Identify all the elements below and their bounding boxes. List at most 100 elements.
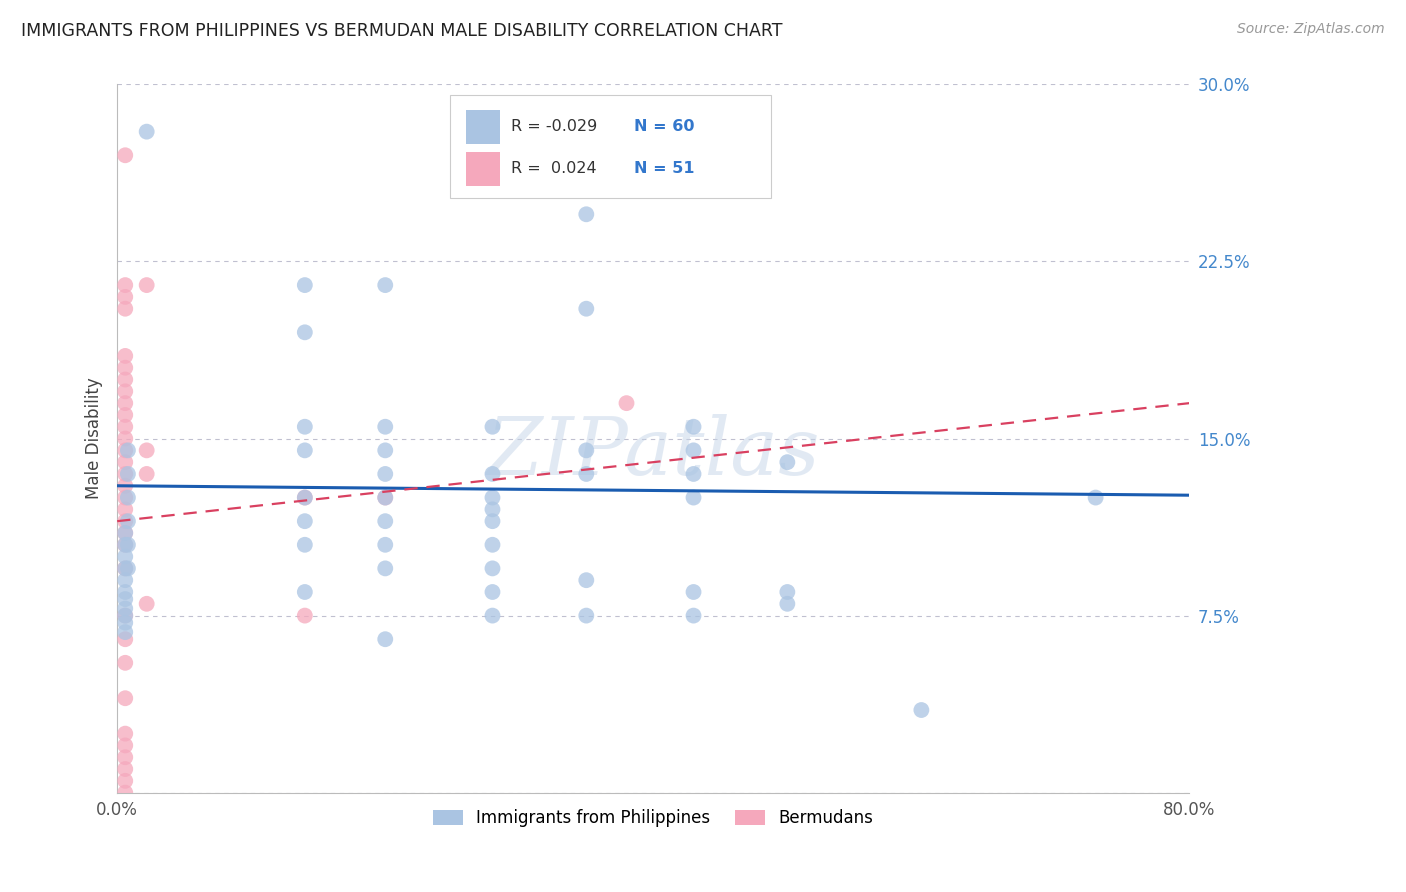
Point xyxy=(682,608,704,623)
Point xyxy=(575,207,598,221)
Point xyxy=(114,615,136,630)
Point xyxy=(114,502,136,516)
Point xyxy=(294,491,316,505)
Point xyxy=(117,491,139,505)
Text: ZIPatlas: ZIPatlas xyxy=(486,414,820,491)
Point xyxy=(117,538,139,552)
Point xyxy=(135,125,157,139)
Text: R =  0.024: R = 0.024 xyxy=(510,161,596,177)
Point xyxy=(114,349,136,363)
Point xyxy=(114,585,136,599)
Point xyxy=(374,491,396,505)
Point xyxy=(114,455,136,469)
Point xyxy=(374,443,396,458)
Point xyxy=(114,372,136,386)
Point xyxy=(117,443,139,458)
Point xyxy=(481,608,503,623)
Point xyxy=(682,585,704,599)
Point xyxy=(575,467,598,481)
Point xyxy=(114,608,136,623)
Point xyxy=(114,432,136,446)
Point xyxy=(481,491,503,505)
Point xyxy=(117,561,139,575)
Point xyxy=(114,773,136,788)
Point xyxy=(114,148,136,162)
Point xyxy=(374,632,396,647)
FancyBboxPatch shape xyxy=(450,95,772,198)
Point xyxy=(114,592,136,607)
Point xyxy=(114,786,136,800)
Point xyxy=(114,632,136,647)
Legend: Immigrants from Philippines, Bermudans: Immigrants from Philippines, Bermudans xyxy=(426,803,880,834)
Point xyxy=(114,360,136,375)
Point xyxy=(135,597,157,611)
Text: N = 51: N = 51 xyxy=(634,161,695,177)
Point xyxy=(481,419,503,434)
Point xyxy=(294,608,316,623)
Text: IMMIGRANTS FROM PHILIPPINES VS BERMUDAN MALE DISABILITY CORRELATION CHART: IMMIGRANTS FROM PHILIPPINES VS BERMUDAN … xyxy=(21,22,783,40)
Point xyxy=(294,538,316,552)
Point xyxy=(575,443,598,458)
Point xyxy=(481,467,503,481)
Point xyxy=(114,514,136,528)
Point xyxy=(114,608,136,623)
Point xyxy=(114,491,136,505)
Point xyxy=(910,703,932,717)
Point xyxy=(114,278,136,293)
Point xyxy=(114,739,136,753)
Y-axis label: Male Disability: Male Disability xyxy=(86,377,103,500)
Point xyxy=(575,608,598,623)
Point xyxy=(776,597,799,611)
Point xyxy=(374,514,396,528)
Point xyxy=(114,625,136,640)
Point xyxy=(114,443,136,458)
Point xyxy=(374,538,396,552)
Point xyxy=(481,514,503,528)
Point xyxy=(114,408,136,422)
Point xyxy=(114,726,136,740)
Point xyxy=(135,278,157,293)
Point xyxy=(374,278,396,293)
Point xyxy=(117,514,139,528)
Point xyxy=(114,561,136,575)
Point xyxy=(135,443,157,458)
Point xyxy=(294,585,316,599)
Point xyxy=(114,479,136,493)
Point xyxy=(117,467,139,481)
Point xyxy=(481,585,503,599)
Point xyxy=(294,491,316,505)
Point xyxy=(114,467,136,481)
Point xyxy=(135,467,157,481)
Point xyxy=(114,526,136,541)
Point xyxy=(481,502,503,516)
Point xyxy=(114,538,136,552)
Point xyxy=(114,573,136,587)
Point xyxy=(374,561,396,575)
Point xyxy=(114,561,136,575)
Point xyxy=(294,419,316,434)
Point xyxy=(114,549,136,564)
Point xyxy=(374,491,396,505)
Point xyxy=(114,290,136,304)
Point xyxy=(776,455,799,469)
Point xyxy=(374,467,396,481)
FancyBboxPatch shape xyxy=(465,110,501,144)
Point xyxy=(114,419,136,434)
Point xyxy=(114,762,136,776)
Point xyxy=(114,301,136,316)
Point xyxy=(114,526,136,541)
Point xyxy=(1084,491,1107,505)
Point xyxy=(114,384,136,399)
Text: R = -0.029: R = -0.029 xyxy=(510,120,598,135)
Point xyxy=(616,396,638,410)
Point xyxy=(682,443,704,458)
Point xyxy=(114,750,136,764)
Point xyxy=(114,538,136,552)
Point xyxy=(114,656,136,670)
Point xyxy=(575,301,598,316)
Point xyxy=(481,561,503,575)
Point xyxy=(374,419,396,434)
Point xyxy=(294,326,316,340)
Point xyxy=(481,538,503,552)
Text: N = 60: N = 60 xyxy=(634,120,695,135)
